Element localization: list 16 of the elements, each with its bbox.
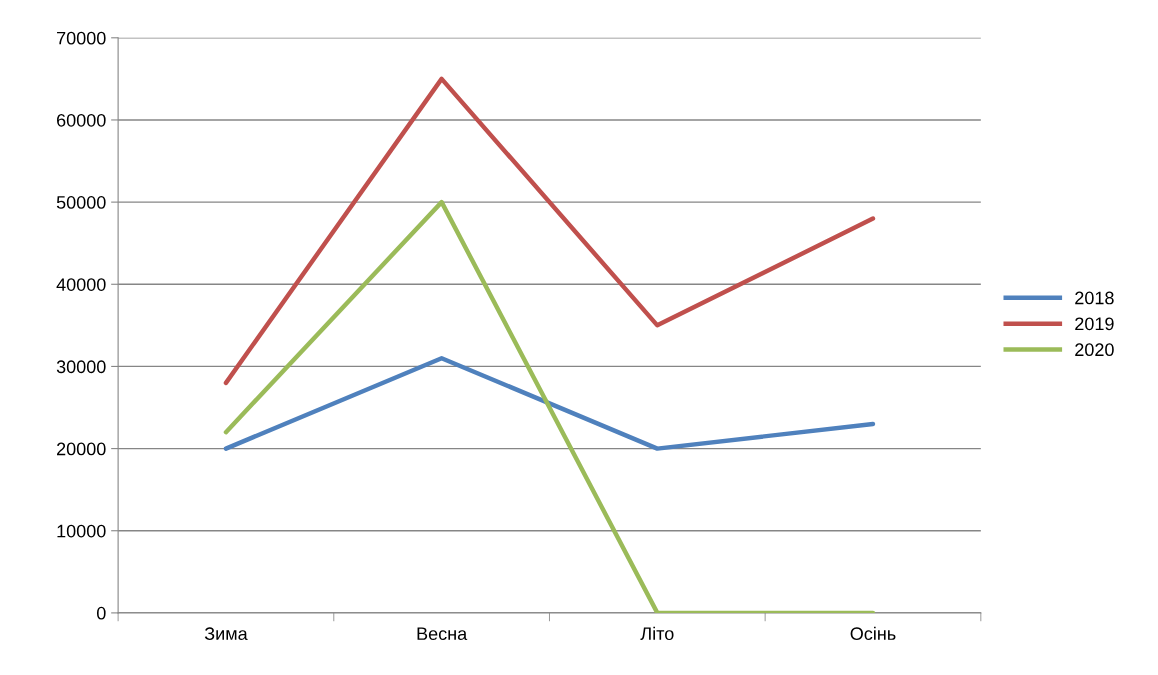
- x-tick-label: Зима: [204, 627, 248, 641]
- y-tick-label: 10000: [57, 524, 106, 538]
- legend-label: 2019: [1075, 317, 1114, 331]
- y-tick-label: 30000: [56, 360, 106, 374]
- legend-label: 2018: [1075, 291, 1114, 305]
- y-tick-label: 50000: [56, 196, 106, 209]
- y-tick-label: 0: [96, 606, 106, 620]
- line-series: [223, 76, 876, 386]
- y-tick-label: 70000: [57, 31, 106, 45]
- x-tick-label: Літо: [640, 626, 674, 641]
- legend-label: 2020: [1075, 343, 1114, 357]
- x-tick-label: Осінь: [850, 626, 896, 641]
- y-tick-label: 40000: [56, 278, 106, 291]
- y-tick-label: 60000: [57, 113, 106, 127]
- x-tick-label: Весна: [417, 627, 468, 641]
- y-tick-label: 20000: [57, 442, 106, 456]
